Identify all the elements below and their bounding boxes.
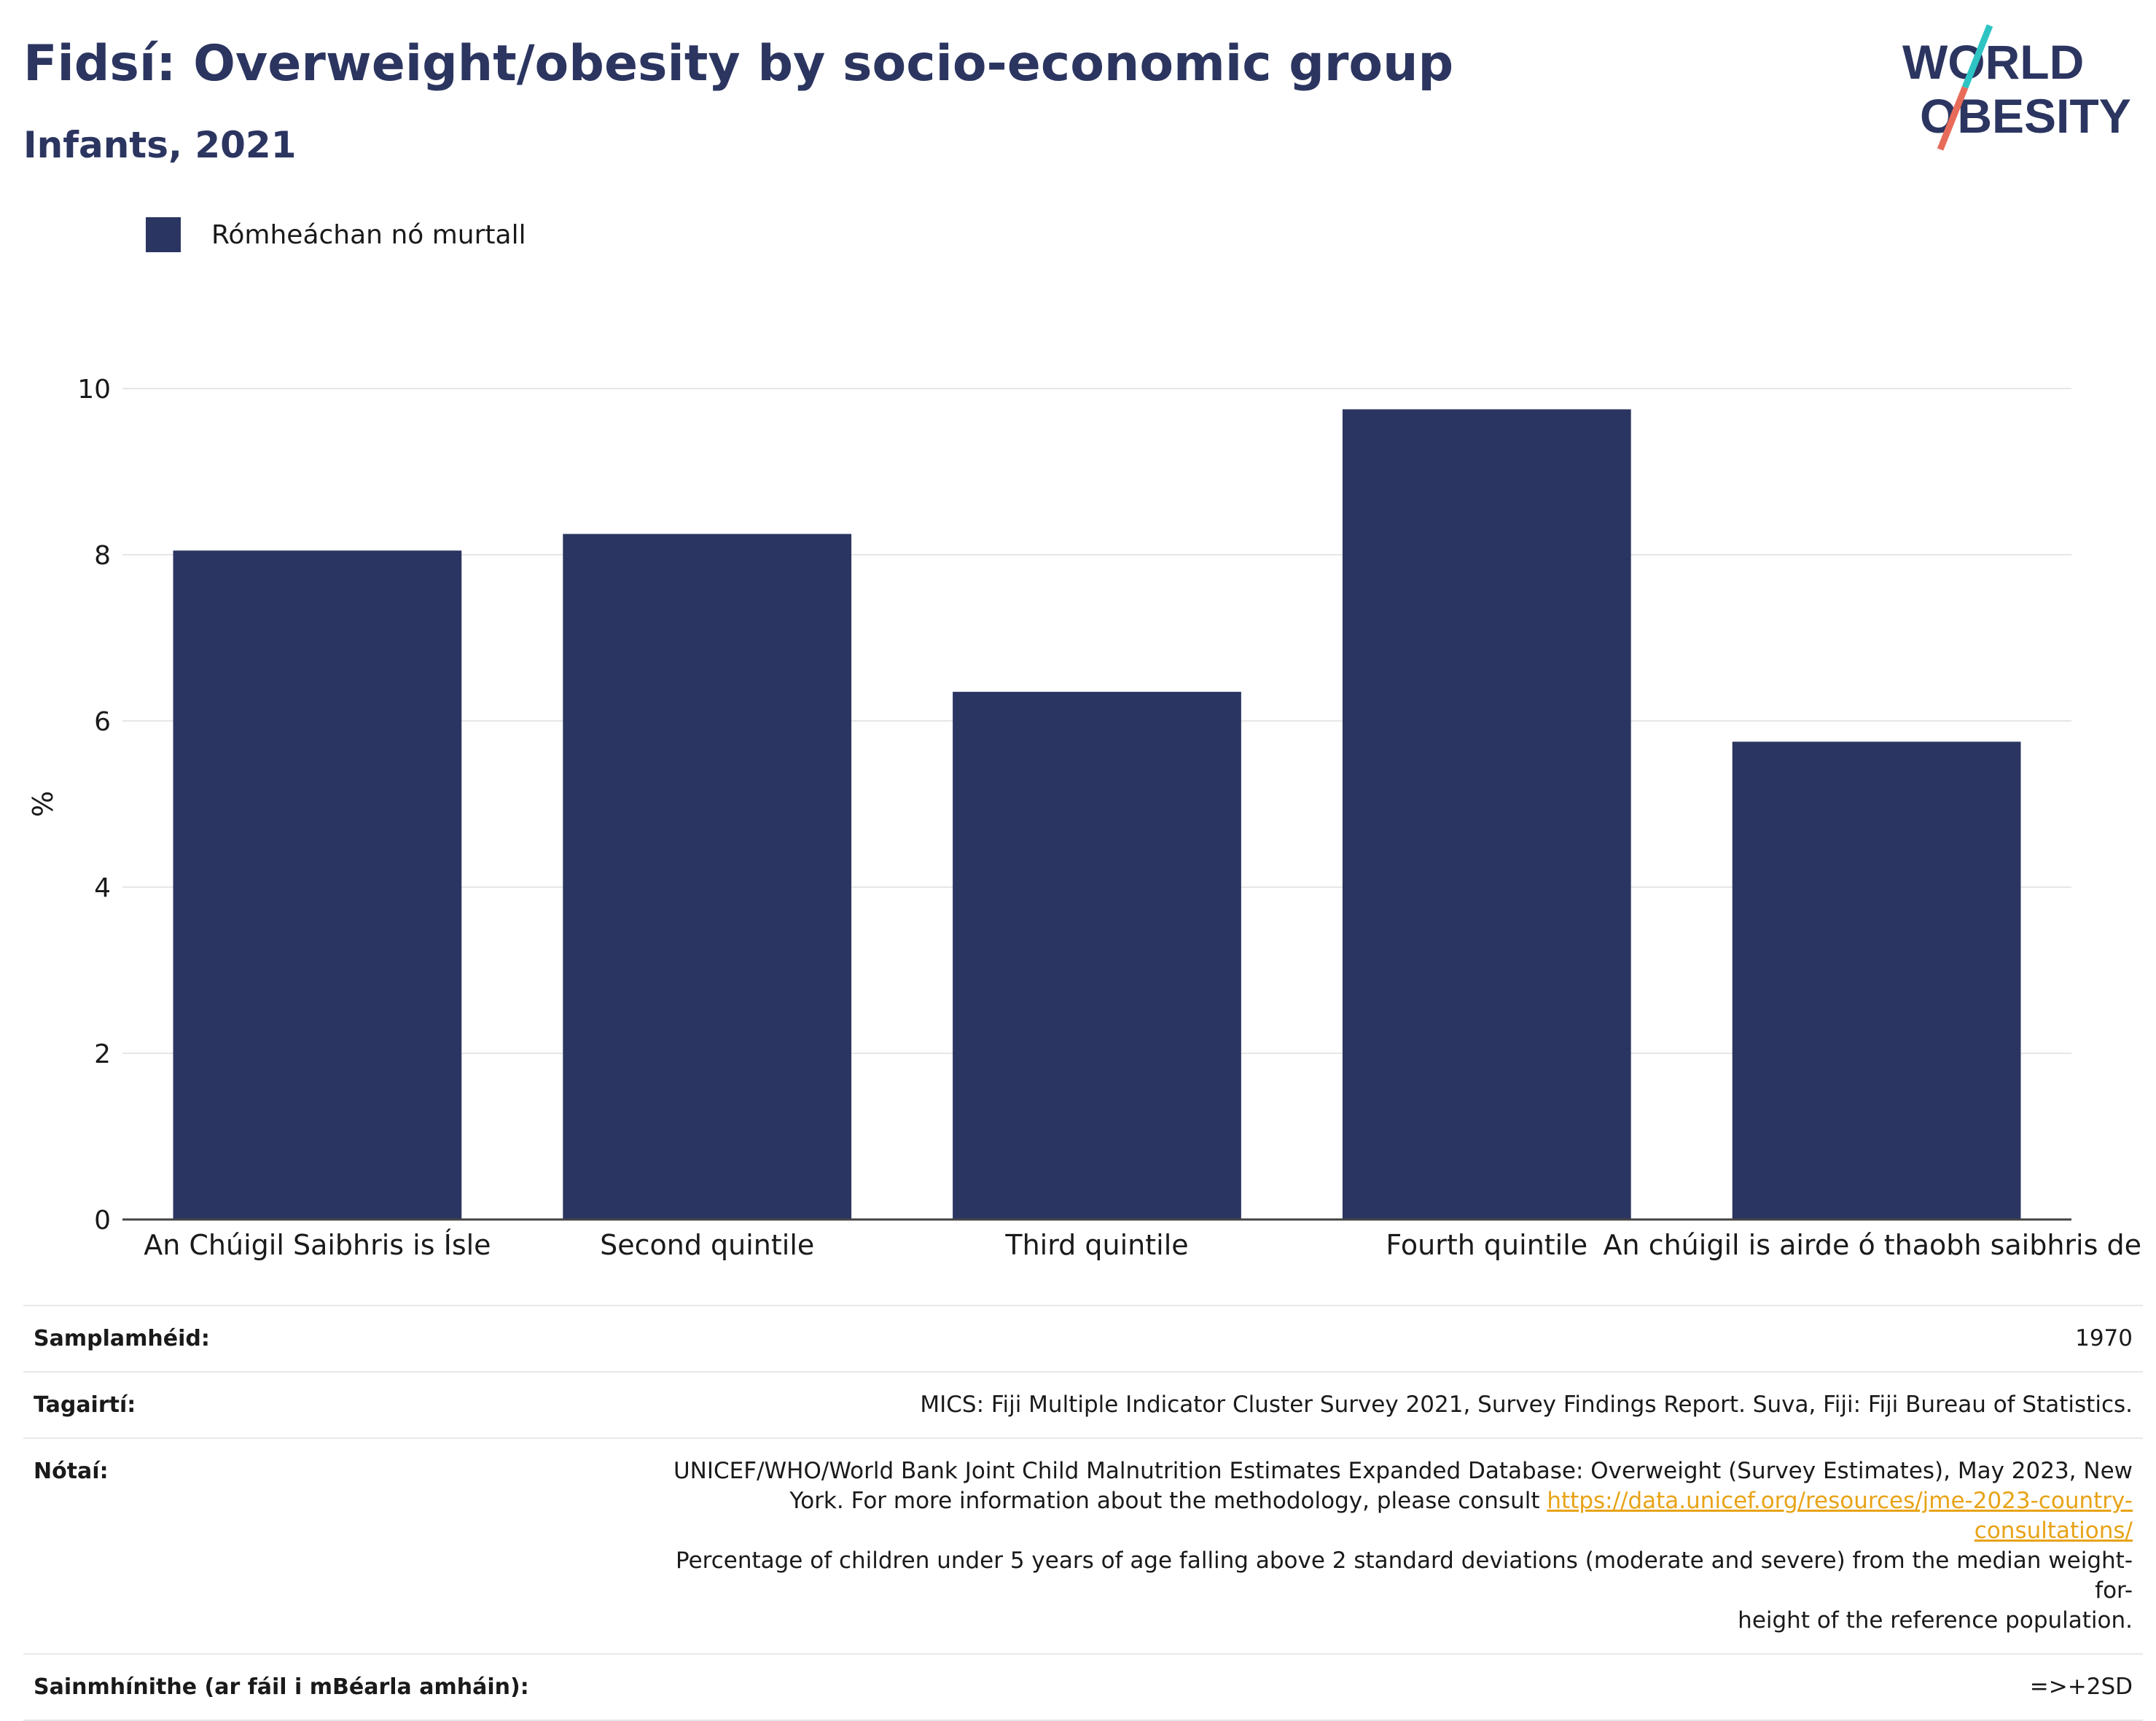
notes-line2-prefix: York. For more information about the met… [789, 1488, 1547, 1514]
notes-value: UNICEF/WHO/World Bank Joint Child Malnut… [638, 1456, 2133, 1636]
logo-slash-teal [1961, 24, 1993, 89]
bar [953, 692, 1241, 1219]
footer-row-references: Tagairtí: MICS: Fiji Multiple Indicator … [23, 1371, 2143, 1437]
footer-row-definitions: Sainmhínithe (ar fáil i mBéarla amháin):… [23, 1653, 2143, 1721]
bar-chart: 0 2 4 6 8 10% An Chúigil Saibhris is Ísle Secon… [27, 375, 2141, 1261]
footer-table: Samplamhéid: 1970 Tagairtí: MICS: Fiji M… [23, 1305, 2143, 1721]
y-tick-label: 4 [94, 873, 111, 903]
x-tick-label: Second quintile [600, 1229, 814, 1261]
y-tick-label: 8 [94, 541, 111, 571]
sample-value: 1970 [2075, 1325, 2133, 1351]
references-label: Tagairtí: [34, 1392, 136, 1418]
bar [1732, 741, 2021, 1219]
x-tick-label: Fourth quintile [1386, 1229, 1587, 1261]
legend-swatch [146, 217, 181, 252]
y-tick-label: 6 [94, 707, 111, 737]
definitions-value: =>+2SD [2029, 1674, 2133, 1700]
legend: Rómheáchan nó murtall [146, 217, 526, 252]
methodology-link[interactable]: https://data.unicef.org/resources/jme-20… [1547, 1488, 2133, 1544]
notes-line1: UNICEF/WHO/World Bank Joint Child Malnut… [673, 1458, 2133, 1484]
bar [563, 534, 852, 1219]
world-obesity-logo: WORLD OBESITY [1902, 24, 2131, 151]
notes-line4: height of the reference population. [1738, 1607, 2133, 1634]
footer-row-sample: Samplamhéid: 1970 [23, 1305, 2143, 1371]
chart-title: Fidsí: Overweight/obesity by socio-econo… [23, 35, 1454, 93]
notes-label: Nótaí: [34, 1459, 109, 1484]
notes-line3: Percentage of children under 5 years of … [675, 1548, 2133, 1604]
notes-line2: York. For more information about the met… [638, 1486, 2133, 1546]
logo-slash-coral [1937, 86, 1969, 151]
bar [1342, 409, 1631, 1219]
footer-row-notes: Nótaí: UNICEF/WHO/World Bank Joint Child… [23, 1437, 2143, 1653]
references-value: MICS: Fiji Multiple Indicator Cluster Su… [920, 1392, 2133, 1418]
logo-line1: WORLD [1902, 35, 2084, 89]
y-tick-label: 10 [77, 375, 111, 405]
legend-label: Rómheáchan nó murtall [211, 219, 526, 250]
x-tick-label: An chúigil is airde ó thaobh saibhris de [1604, 1229, 2141, 1261]
bar [173, 550, 462, 1219]
definitions-label: Sainmhínithe (ar fáil i mBéarla amháin): [34, 1674, 529, 1700]
x-tick-label: Third quintile [1004, 1229, 1188, 1261]
y-axis-label: % [27, 791, 59, 817]
x-tick-label: An Chúigil Saibhris is Ísle [144, 1229, 491, 1261]
y-tick-label: 2 [94, 1039, 111, 1069]
chart-subtitle: Infants, 2021 [23, 124, 297, 166]
y-tick-label: 0 [94, 1206, 111, 1236]
sample-label: Samplamhéid: [34, 1326, 210, 1351]
